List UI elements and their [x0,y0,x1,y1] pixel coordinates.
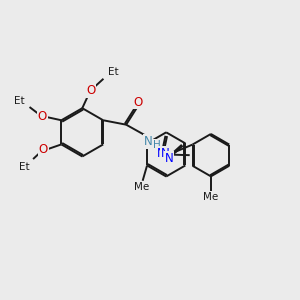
Text: N: N [161,147,170,160]
Text: Et: Et [19,162,29,172]
Text: Me: Me [134,182,150,192]
Text: O: O [133,95,142,109]
Text: N: N [157,147,166,161]
Text: N: N [144,135,152,148]
Text: N: N [164,152,173,165]
Text: Et: Et [108,67,119,77]
Text: O: O [38,143,48,156]
Text: H: H [153,140,161,150]
Text: O: O [38,110,47,123]
Text: O: O [86,84,95,97]
Text: Me: Me [203,192,218,202]
Text: Et: Et [14,95,25,106]
